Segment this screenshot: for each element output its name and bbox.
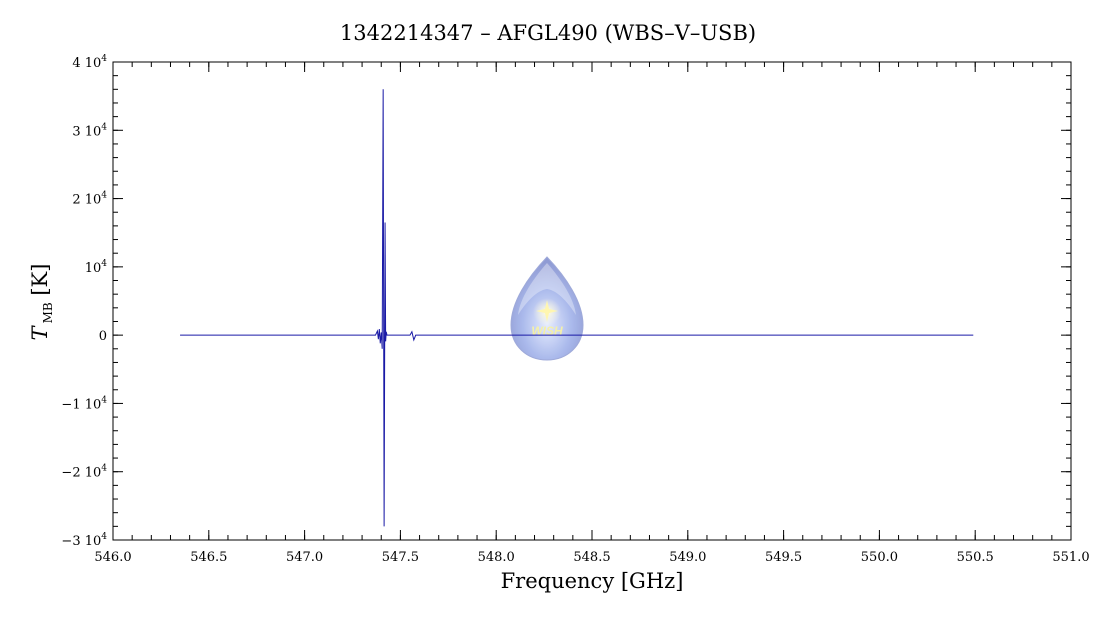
x-tick-label: 547.5: [382, 550, 419, 565]
y-axis-label-subscript: MB: [41, 302, 55, 323]
x-tick-label: 548.0: [478, 550, 515, 565]
y-tick-label: 4 104: [72, 54, 107, 71]
tick-group: [112, 61, 1072, 541]
y-tick-label: −3 104: [61, 532, 107, 549]
x-tick-label: 546.0: [94, 550, 131, 565]
y-tick-label: 104: [85, 259, 108, 276]
x-tick-label: 547.0: [286, 550, 323, 565]
plot-area: [112, 61, 1072, 541]
y-axis-label-unit: [K]: [28, 264, 52, 296]
x-tick-label: 548.5: [573, 550, 610, 565]
wish-logo-text: WISH: [531, 324, 563, 338]
svg-text:TMB [K]: TMB [K]: [28, 264, 55, 341]
x-axis-label: Frequency [GHz]: [501, 569, 684, 593]
x-tick-label: 549.0: [669, 550, 706, 565]
y-tick-label: −1 104: [61, 395, 107, 412]
x-tick-label: 549.5: [765, 550, 802, 565]
x-tick-labels: 546.0 546.5 547.0 547.5 548.0 548.5 549.0 549.5…: [94, 550, 1089, 565]
y-axis-label: TMB [K]: [28, 264, 55, 341]
drop-highlight: [518, 263, 576, 315]
x-tick-label: 550.0: [861, 550, 898, 565]
chart-title: 1342214347 – AFGL490 (WBS–V–USB): [340, 21, 756, 45]
x-tick-label: 550.5: [957, 550, 994, 565]
star-icon: [536, 300, 558, 322]
x-tick-label: 551.0: [1052, 550, 1089, 565]
y-tick-labels: −3 104 −2 104 −1 104 0 104 2 104 3 104 4 104: [61, 54, 107, 549]
y-tick-label: −2 104: [61, 464, 107, 481]
y-tick-label: 0: [99, 329, 107, 344]
y-axis-label-symbol: T: [28, 324, 52, 340]
x-tick-label: 546.5: [190, 550, 227, 565]
wish-logo: WISH: [510, 256, 584, 361]
y-tick-label: 2 104: [72, 191, 107, 208]
y-tick-label: 3 104: [72, 122, 107, 139]
spectrum-line: [180, 89, 974, 527]
